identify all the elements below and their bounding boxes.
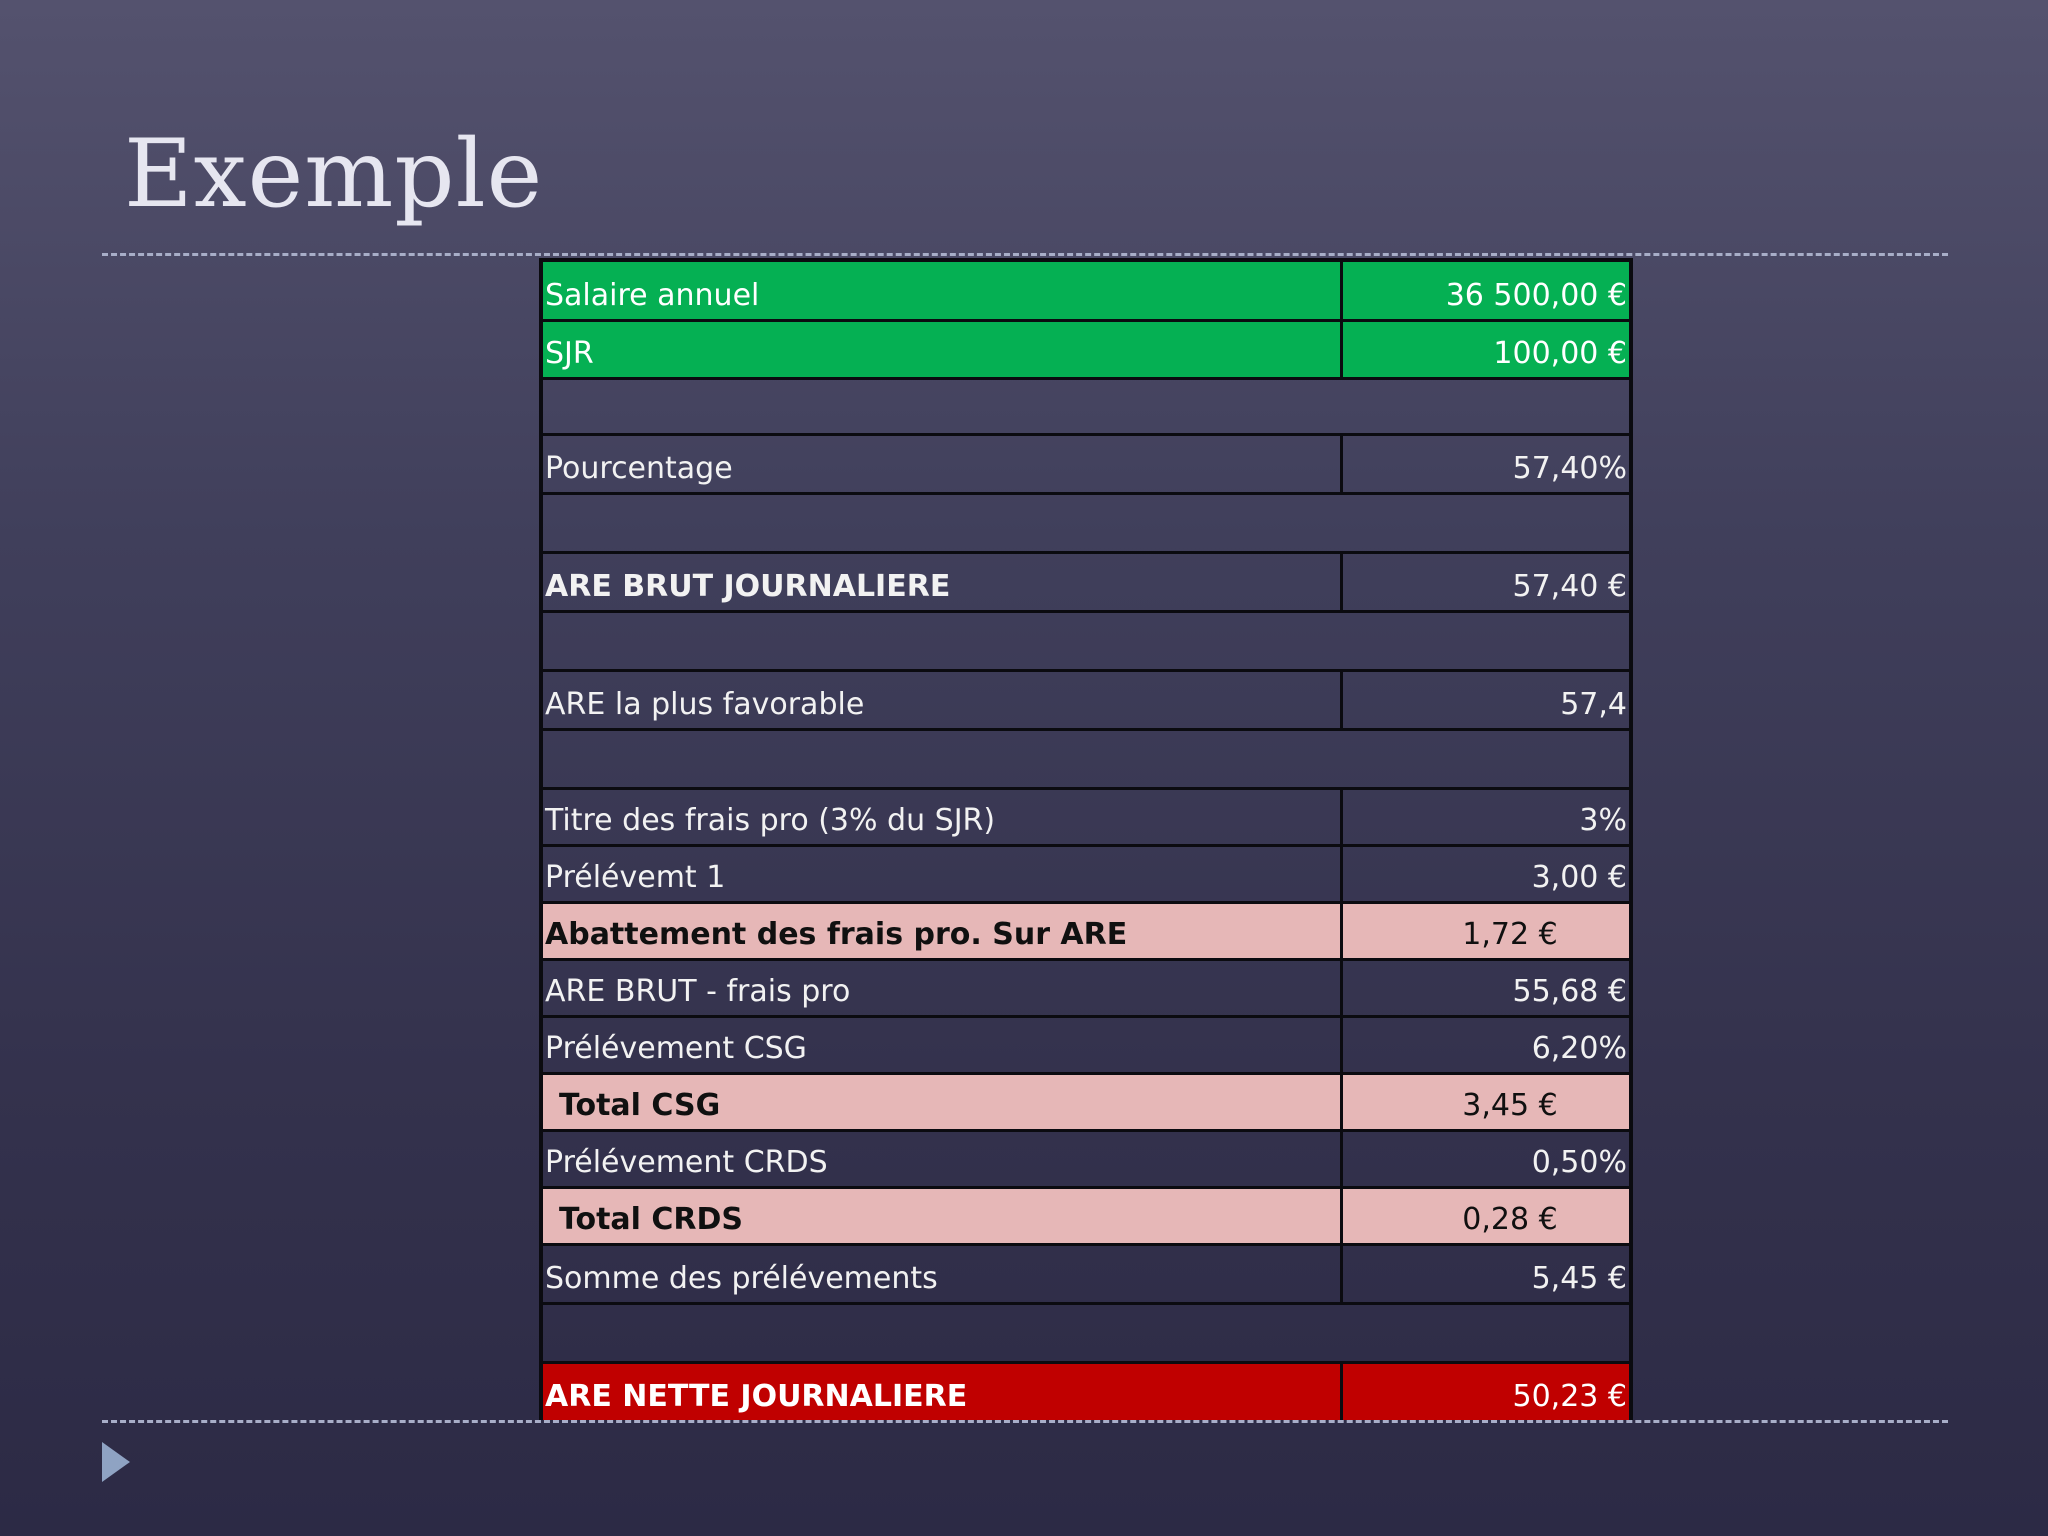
row-label: Total CSG	[543, 1075, 1343, 1129]
row-label: ARE la plus favorable	[543, 672, 1343, 728]
row-value: 36 500,00 €	[1445, 278, 1627, 313]
table-row-total-csg: Total CSG 3,45 €	[543, 1075, 1629, 1132]
table-row-prelevemt-1: Prélévemt 1 3,00 €	[543, 847, 1629, 904]
row-label	[543, 495, 1629, 551]
table-row-prelevement-crds: Prélévement CRDS 0,50%	[543, 1132, 1629, 1189]
table-row-somme-prelevements: Somme des prélévements 5,45 €	[543, 1246, 1629, 1305]
table-row-are-plus-favorable: ARE la plus favorable 57,4	[543, 672, 1629, 731]
row-label	[543, 380, 1629, 433]
table-row-pourcentage: Pourcentage 57,40%	[543, 436, 1629, 495]
table-row-abattement-frais-pro: Abattement des frais pro. Sur ARE 1,72 €	[543, 904, 1629, 961]
play-triangle-icon	[102, 1442, 130, 1482]
table-row-are-nette-journaliere: ARE NETTE JOURNALIERE 50,23 €	[543, 1364, 1629, 1420]
row-label: ARE BRUT - frais pro	[543, 961, 1343, 1015]
table-row-empty	[543, 731, 1629, 790]
row-label: Somme des prélévements	[543, 1246, 1343, 1302]
row-value: 3%	[1579, 803, 1627, 838]
row-label: ARE NETTE JOURNALIERE	[543, 1364, 1343, 1420]
slide-title: Exemple	[124, 120, 544, 229]
table-row-total-crds: Total CRDS 0,28 €	[543, 1189, 1629, 1246]
row-label: Total CRDS	[543, 1189, 1343, 1243]
row-value: 3,00 €	[1531, 860, 1627, 895]
row-label: SJR	[543, 322, 1343, 377]
row-label: Salaire annuel	[543, 262, 1343, 319]
row-label: ARE BRUT JOURNALIERE	[543, 554, 1343, 610]
row-label: Prélévemt 1	[543, 847, 1343, 901]
row-label: Abattement des frais pro. Sur ARE	[543, 904, 1343, 958]
row-value: 0,50%	[1531, 1145, 1627, 1180]
table-row-empty	[543, 380, 1629, 436]
table-row-prelevement-csg: Prélévement CSG 6,20%	[543, 1018, 1629, 1075]
row-value: 57,40%	[1512, 451, 1627, 486]
row-value: 55,68 €	[1512, 974, 1627, 1009]
row-label	[543, 613, 1629, 669]
top-dashed-divider	[102, 253, 1948, 256]
row-value: 50,23 €	[1512, 1379, 1627, 1414]
are-calculation-table: Salaire annuel 36 500,00 € SJR 100,00 € …	[539, 258, 1633, 1420]
table-row-empty	[543, 613, 1629, 672]
table-row-are-brut-frais-pro: ARE BRUT - frais pro 55,68 €	[543, 961, 1629, 1018]
table-row-salaire-annuel: Salaire annuel 36 500,00 €	[543, 262, 1629, 322]
row-label: Pourcentage	[543, 436, 1343, 492]
row-value: 5,45 €	[1531, 1261, 1627, 1296]
table-row-empty	[543, 1305, 1629, 1364]
row-value: 6,20%	[1531, 1031, 1627, 1066]
table-row-empty	[543, 495, 1629, 554]
table-row-are-brut-journaliere: ARE BRUT JOURNALIERE 57,40 €	[543, 554, 1629, 613]
row-value: 1,72 €	[1462, 917, 1558, 952]
row-label	[543, 731, 1629, 787]
row-value: 57,4	[1560, 687, 1627, 722]
row-value: 0,28 €	[1462, 1202, 1558, 1237]
row-value: 57,40 €	[1512, 569, 1627, 604]
table-row-titre-frais-pro: Titre des frais pro (3% du SJR) 3%	[543, 790, 1629, 847]
table-row-sjr: SJR 100,00 €	[543, 322, 1629, 380]
row-label	[543, 1305, 1629, 1361]
row-value: 3,45 €	[1462, 1088, 1558, 1123]
bottom-dashed-divider	[102, 1420, 1948, 1423]
row-label: Titre des frais pro (3% du SJR)	[543, 790, 1343, 844]
row-label: Prélévement CRDS	[543, 1132, 1343, 1186]
row-label: Prélévement CSG	[543, 1018, 1343, 1072]
row-value: 100,00 €	[1493, 336, 1627, 371]
